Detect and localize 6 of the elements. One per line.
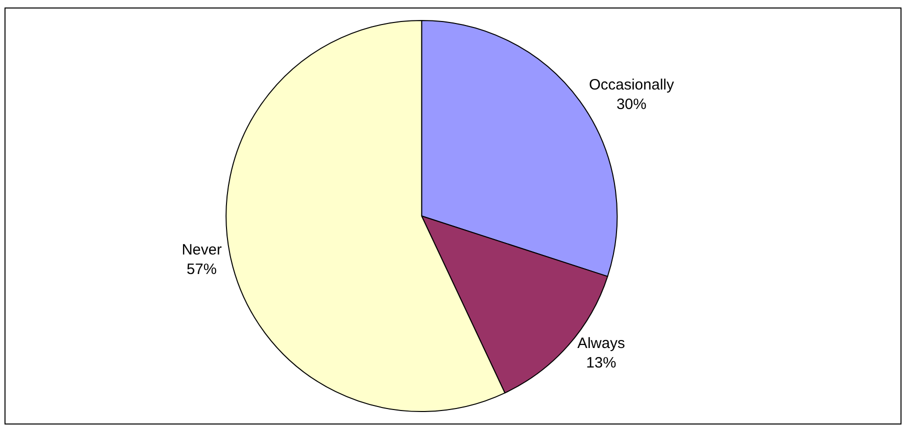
data-label: 13% bbox=[586, 354, 616, 372]
slice-label: Always bbox=[577, 335, 625, 352]
slice-label: Occasionally bbox=[588, 76, 674, 94]
data-label: 30% bbox=[616, 96, 646, 114]
slice-label: Never bbox=[182, 241, 222, 258]
data-label: 57% bbox=[186, 260, 217, 278]
